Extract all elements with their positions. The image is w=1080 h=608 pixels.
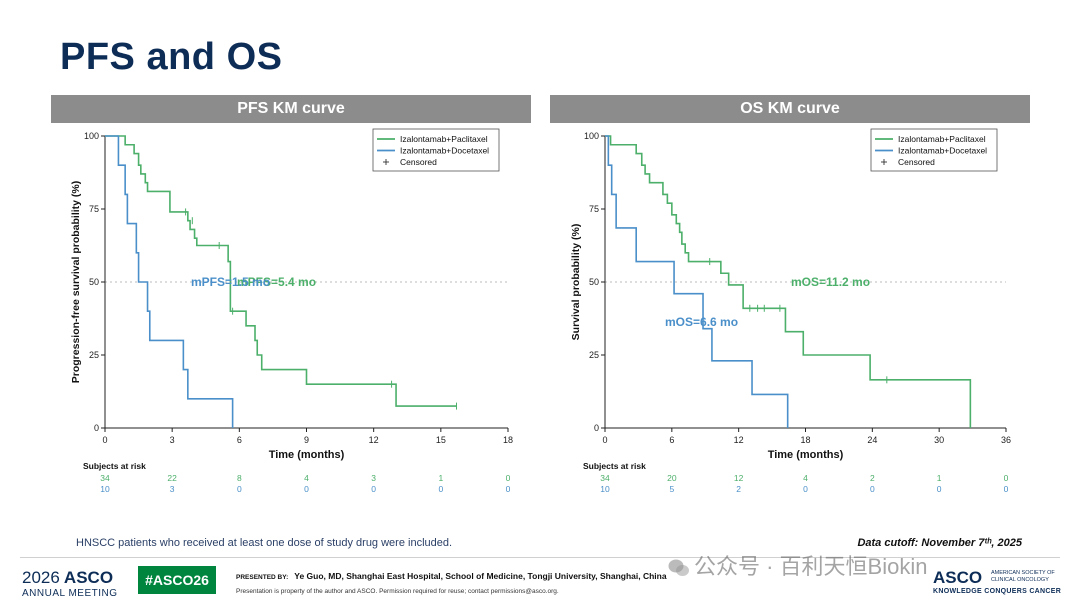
risk-table-value: 2 xyxy=(870,473,875,483)
risk-table-value: 0 xyxy=(937,484,942,494)
x-tick-label: 15 xyxy=(436,435,446,445)
legend: Izalontamab+Paclitaxel Izalontamab+Doceta… xyxy=(372,128,500,172)
watermark: 公众号 · 百利天恒Biokin xyxy=(668,549,927,581)
y-tick-label: 75 xyxy=(589,204,599,214)
km-curve-paclitaxel xyxy=(105,135,457,407)
y-tick-label: 50 xyxy=(589,277,599,287)
risk-table-label: Subjects at risk xyxy=(83,461,146,471)
footer-divider xyxy=(20,557,1060,558)
x-tick-label: 30 xyxy=(934,435,944,445)
risk-table-value: 3 xyxy=(371,473,376,483)
y-tick-label: 100 xyxy=(84,131,99,141)
median-label: mOS=11.2 mo xyxy=(791,275,870,289)
asco-side: AMERICAN SOCIETY OF CLINICAL ONCOLOGY xyxy=(991,570,1055,583)
meeting-sub: ANNUAL MEETING xyxy=(22,588,118,599)
annual-meeting-logo: 2026 ASCO ANNUAL MEETING xyxy=(22,568,118,599)
presenter: Ye Guo, MD, Shanghai East Hospital, Scho… xyxy=(294,571,667,581)
y-tick-label: 25 xyxy=(589,350,599,360)
x-tick-label: 6 xyxy=(237,435,242,445)
y-tick-label: 75 xyxy=(89,204,99,214)
y-tick-label: 0 xyxy=(594,423,599,433)
x-tick-label: 9 xyxy=(304,435,309,445)
risk-table-value: 10 xyxy=(600,484,610,494)
y-tick-label: 0 xyxy=(94,423,99,433)
legend-entry: Censored xyxy=(898,157,935,167)
risk-table-value: 20 xyxy=(667,473,677,483)
km-curve-docetaxel xyxy=(605,135,789,428)
presented-by-tag: PRESENTED BY: xyxy=(236,574,289,581)
meeting-year: 2026 xyxy=(22,568,60,587)
legend-entry: Izalontamab+Paclitaxel xyxy=(400,134,488,144)
x-axis-label: Time (months) xyxy=(768,449,844,461)
risk-table-value: 8 xyxy=(237,473,242,483)
risk-table-value: 34 xyxy=(100,473,110,483)
watermark-text: 公众号 · 百利天恒Biokin xyxy=(694,554,928,579)
risk-table-value: 0 xyxy=(438,484,443,494)
risk-table-value: 5 xyxy=(669,484,674,494)
risk-table-value: 0 xyxy=(803,484,808,494)
legend-entry: Censored xyxy=(400,157,437,167)
km-curve-paclitaxel xyxy=(605,135,972,428)
x-tick-label: 6 xyxy=(669,435,674,445)
median-label: mPFS=5.4 mo xyxy=(237,275,316,289)
km-curve-docetaxel xyxy=(105,135,234,428)
presented-by: PRESENTED BY: Ye Guo, MD, Shanghai East H… xyxy=(236,571,667,581)
asco-brand: ASCO xyxy=(933,568,983,587)
x-tick-label: 24 xyxy=(867,435,877,445)
os-panel-header: OS KM curve xyxy=(550,95,1030,123)
legend-entry: Izalontamab+Docetaxel xyxy=(898,146,987,156)
risk-table-value: 0 xyxy=(237,484,242,494)
asco-logo: ASCO AMERICAN SOCIETY OF CLINICAL ONCOLO… xyxy=(933,568,1061,595)
risk-table-value: 1 xyxy=(937,473,942,483)
y-axis-label: Progression-free survival probability (%… xyxy=(70,181,82,383)
risk-table-value: 2 xyxy=(736,484,741,494)
x-axis-label: Time (months) xyxy=(269,449,345,461)
risk-table-value: 0 xyxy=(371,484,376,494)
x-tick-label: 12 xyxy=(369,435,379,445)
risk-table-value: 0 xyxy=(506,484,511,494)
x-tick-label: 3 xyxy=(170,435,175,445)
x-tick-label: 0 xyxy=(602,435,607,445)
risk-table-value: 0 xyxy=(870,484,875,494)
pfs-panel-header: PFS KM curve xyxy=(51,95,531,123)
y-tick-label: 50 xyxy=(89,277,99,287)
risk-table-value: 0 xyxy=(1004,484,1009,494)
median-label: mPFS=1.5 mo xyxy=(191,275,270,289)
data-cutoff: Data cutoff: November 7ᵗʰ, 2025 xyxy=(857,537,1022,549)
meeting-brand: ASCO xyxy=(63,568,114,587)
risk-table-value: 34 xyxy=(600,473,610,483)
risk-table-label: Subjects at risk xyxy=(583,461,646,471)
median-label: mOS=6.6 mo xyxy=(665,315,738,329)
risk-table-value: 0 xyxy=(506,473,511,483)
property-note: Presentation is property of the author a… xyxy=(236,588,559,595)
risk-table-value: 0 xyxy=(1004,473,1009,483)
y-tick-label: 100 xyxy=(584,131,599,141)
risk-table-value: 4 xyxy=(304,473,309,483)
risk-table-value: 4 xyxy=(803,473,808,483)
risk-table-value: 10 xyxy=(100,484,110,494)
y-tick-label: 25 xyxy=(89,350,99,360)
risk-table-value: 3 xyxy=(170,484,175,494)
wechat-icon xyxy=(668,559,689,577)
x-tick-label: 18 xyxy=(800,435,810,445)
hashtag-badge: #ASCO26 xyxy=(138,566,216,594)
x-tick-label: 0 xyxy=(102,435,107,445)
risk-table-value: 22 xyxy=(167,473,177,483)
footnote: HNSCC patients who received at least one… xyxy=(76,537,453,549)
legend-entry: Izalontamab+Docetaxel xyxy=(400,146,489,156)
legend-entry: Izalontamab+Paclitaxel xyxy=(898,134,986,144)
legend: Izalontamab+Paclitaxel Izalontamab+Doceta… xyxy=(870,128,998,172)
x-tick-label: 12 xyxy=(734,435,744,445)
asco-tagline: KNOWLEDGE CONQUERS CANCER xyxy=(933,588,1062,595)
risk-table-value: 0 xyxy=(304,484,309,494)
x-tick-label: 18 xyxy=(503,435,513,445)
risk-table-value: 12 xyxy=(734,473,744,483)
y-axis-label: Survival probability (%) xyxy=(570,224,582,341)
x-tick-label: 36 xyxy=(1001,435,1011,445)
risk-table-value: 1 xyxy=(438,473,443,483)
slide-title: PFS and OS xyxy=(60,36,283,78)
